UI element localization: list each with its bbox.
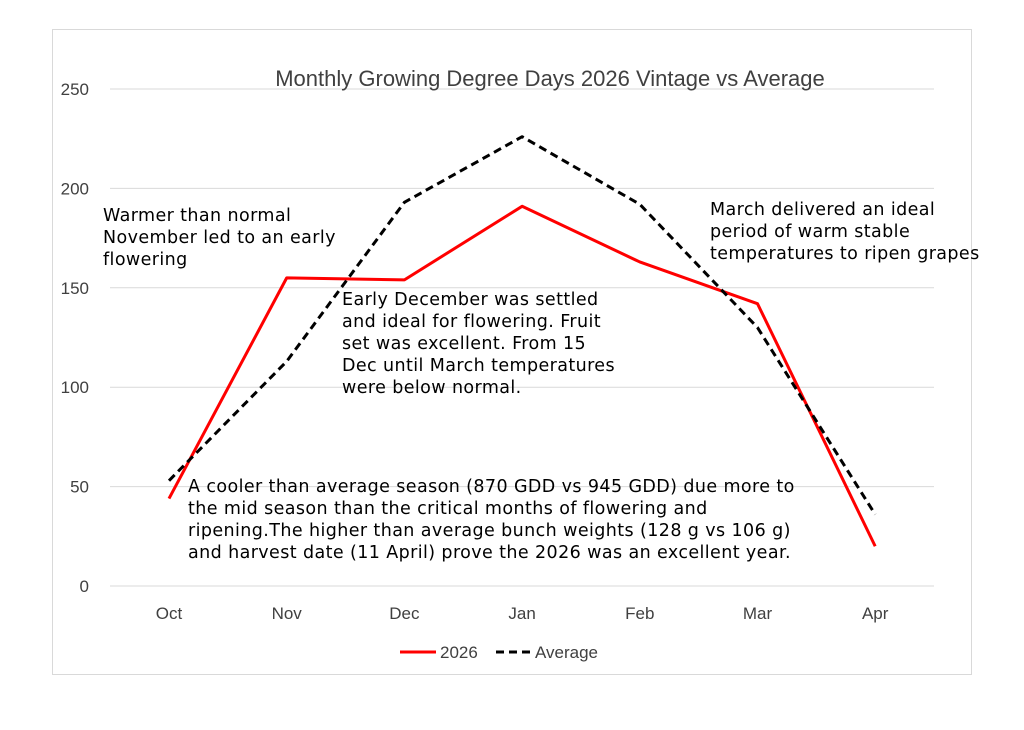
annotation-line: temperatures to ripen grapes xyxy=(710,244,980,264)
y-tick-label: 150 xyxy=(61,279,89,298)
x-tick-label-oct: Oct xyxy=(156,604,183,623)
annotation-march: March delivered an ideal period of warm … xyxy=(710,199,980,265)
legend-label-2026: 2026 xyxy=(440,643,478,662)
annotation-line: Dec until March temperatures xyxy=(342,356,615,376)
y-tick-label: 0 xyxy=(80,577,89,596)
x-tick-label-dec: Dec xyxy=(389,604,420,623)
series-line-2026 xyxy=(167,204,877,547)
annotation-line: A cooler than average season (870 GDD vs… xyxy=(188,477,795,497)
chart-title: Monthly Growing Degree Days 2026 Vintage… xyxy=(275,66,825,91)
gridlines xyxy=(110,88,934,587)
legend-label-average: Average xyxy=(535,643,598,662)
chart-frame xyxy=(52,29,972,675)
annotation-line: Warmer than normal xyxy=(103,206,292,226)
annotation-november: Warmer than normal November led to an ea… xyxy=(103,205,336,271)
series-lines xyxy=(167,135,877,547)
annotation-line: were below normal. xyxy=(342,378,522,398)
x-tick-label-mar: Mar xyxy=(743,604,773,623)
y-tick-label: 50 xyxy=(70,478,89,497)
annotation-line: and harvest date (11 April) prove the 20… xyxy=(188,543,791,563)
annotation-line: flowering xyxy=(103,250,188,270)
y-tick-label: 200 xyxy=(61,179,89,198)
annotation-line: period of warm stable xyxy=(710,222,911,242)
annotation-line: the mid season than the critical months … xyxy=(188,499,708,519)
annotation-line: March delivered an ideal xyxy=(710,200,936,220)
x-tick-label-feb: Feb xyxy=(625,604,654,623)
annotation-line: and ideal for flowering. Fruit xyxy=(342,312,601,332)
x-tick-label-apr: Apr xyxy=(862,604,889,623)
y-tick-label: 250 xyxy=(61,80,89,99)
x-tick-label-nov: Nov xyxy=(272,604,303,623)
annotation-line: set was excellent. From 15 xyxy=(342,334,587,354)
x-tick-label-jan: Jan xyxy=(508,604,535,623)
annotation-line: November led to an early xyxy=(103,228,336,248)
legend: 2026 Average xyxy=(400,643,598,662)
series-line-average xyxy=(167,135,877,516)
y-tick-label: 100 xyxy=(61,378,89,397)
y-axis-tick-labels: 0 50 100 150 200 250 xyxy=(61,80,89,596)
annotation-season-summary: A cooler than average season (870 GDD vs… xyxy=(188,476,795,564)
annotation-line: ripening.The higher than average bunch w… xyxy=(188,521,791,541)
annotation-december: Early December was settled and ideal for… xyxy=(342,289,615,399)
annotation-line: Early December was settled xyxy=(342,290,599,310)
x-axis-tick-labels: Oct Nov Dec Jan Feb Mar Apr xyxy=(156,604,889,623)
